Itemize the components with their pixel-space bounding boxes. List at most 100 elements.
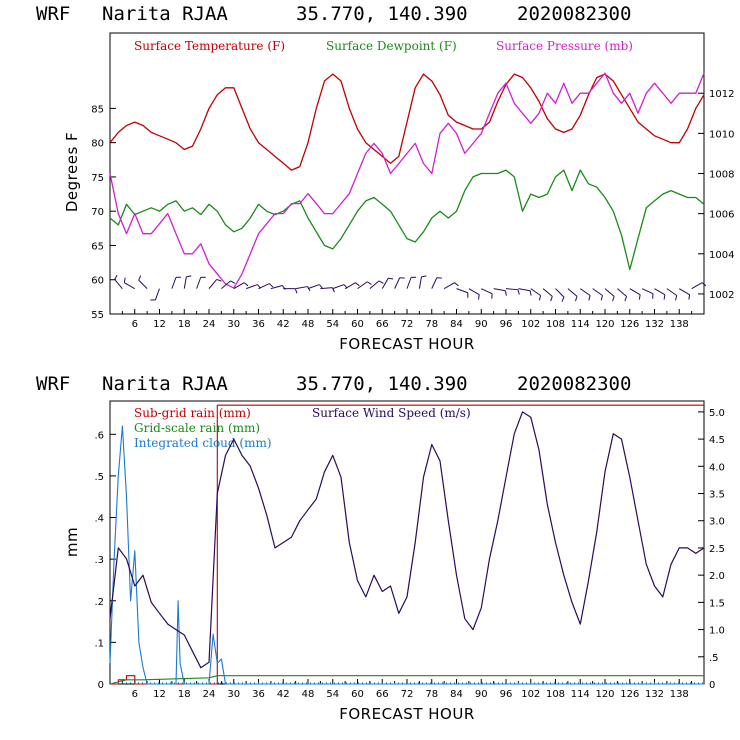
surface-dewpoint-line xyxy=(109,169,705,271)
wind-barb xyxy=(394,277,405,289)
wind-barb xyxy=(171,276,181,289)
bottom-x-tick-label: 42 xyxy=(277,689,290,700)
bottom-x-tick-label: 72 xyxy=(401,689,414,700)
bottom-header-station: Narita RJAA xyxy=(102,373,228,395)
bottom-y2-tick-label: 4.5 xyxy=(709,435,725,446)
wind-barb xyxy=(258,283,274,290)
bottom-x-tick-label: 18 xyxy=(178,689,191,700)
top-x-tick-label: 114 xyxy=(571,319,590,330)
bottom-x-tick-label: 48 xyxy=(302,689,315,700)
wind-barb xyxy=(530,288,542,301)
bottom-x-tick-label: 84 xyxy=(450,689,463,700)
top-x-axis-label: FORECAST HOUR xyxy=(339,335,475,353)
top-x-tick-label: 36 xyxy=(252,319,265,330)
wind-barb xyxy=(369,280,384,290)
wind-barb xyxy=(332,284,348,290)
wind-barb xyxy=(443,282,459,290)
bottom-y-ticks: 0 .1 .2 .3 .4 .5 .6 xyxy=(94,430,116,691)
top-y-axis-label: Degrees F xyxy=(63,132,81,212)
bottom-header-coords: 35.770, 140.390 xyxy=(296,373,468,395)
bottom-y-tick-label: .1 xyxy=(94,638,104,649)
wind-barb xyxy=(270,285,286,290)
top-x-tick-label: 72 xyxy=(401,319,414,330)
wind-barb xyxy=(579,288,591,301)
top-y2-tick-label: 1010 xyxy=(709,129,734,140)
bottom-y2-tick-label: 3.5 xyxy=(709,490,725,501)
bottom-series-group xyxy=(109,404,705,685)
wind-barb xyxy=(208,278,222,289)
top-x-tick-label: 108 xyxy=(546,319,565,330)
grid-scale-rain-line xyxy=(109,675,704,685)
bottom-x-tick-label: 54 xyxy=(326,689,339,700)
bottom-x-tick-label: 66 xyxy=(376,689,389,700)
wind-barb xyxy=(592,288,603,301)
wind-barb xyxy=(493,288,507,296)
bottom-y2-tick-label: 2.0 xyxy=(709,571,725,582)
top-x-tick-label: 90 xyxy=(475,319,488,330)
legend-surface-dewpoint: Surface Dewpoint (F) xyxy=(326,39,457,53)
bottom-y2-tick-label: .5 xyxy=(709,653,719,664)
bottom-x-tick-label: 60 xyxy=(351,689,364,700)
wind-barb xyxy=(604,288,615,302)
bottom-x-tick-label: 132 xyxy=(645,689,664,700)
top-y2-tick-label: 1008 xyxy=(709,170,734,181)
wind-barb xyxy=(418,275,427,289)
top-x-tick-label: 24 xyxy=(203,319,216,330)
top-x-tick-label: 126 xyxy=(620,319,639,330)
legend-surface-temperature: Surface Temperature (F) xyxy=(134,39,285,53)
top-x-tick-label: 138 xyxy=(670,319,689,330)
wind-barb xyxy=(245,284,262,290)
bottom-y2-ticks: 0 .5 1.0 1.5 2.0 2.5 3.0 3.5 4.0 4.5 5.0 xyxy=(698,408,725,691)
wind-barb xyxy=(629,288,641,300)
bottom-x-tick-label: 90 xyxy=(475,689,488,700)
wind-barb xyxy=(183,275,192,289)
wind-barb xyxy=(381,277,394,289)
wind-barb xyxy=(196,276,206,289)
top-y-tick-label: 85 xyxy=(91,104,104,115)
top-x-tick-label: 54 xyxy=(326,319,339,330)
bottom-x-tick-label: 30 xyxy=(227,689,240,700)
wind-barb xyxy=(320,287,335,293)
top-y-tick-label: 80 xyxy=(91,139,104,150)
wind-barb xyxy=(679,288,691,300)
bottom-x-axis-label: FORECAST HOUR xyxy=(339,705,475,723)
top-y2-tick-label: 1004 xyxy=(709,250,734,261)
bottom-y-tick-label: 0 xyxy=(98,680,104,691)
bottom-x-tick-label: 102 xyxy=(521,689,540,700)
top-x-tick-label: 48 xyxy=(302,319,315,330)
top-header-init: 2020082300 xyxy=(517,3,631,25)
legend-surface-pressure: Surface Pressure (mb) xyxy=(496,39,633,53)
surface-pressure-line xyxy=(109,72,705,289)
wind-barb xyxy=(431,277,442,289)
legend-integrated-cloud: Integrated cloud (mm) xyxy=(134,436,272,450)
legend-surface-wind-speed: Surface Wind Speed (m/s) xyxy=(312,406,471,420)
wind-barb xyxy=(666,288,678,301)
top-x-ticks: 6 12 18 24 30 36 42 48 54 60 66 72 78 84 90 96 102 108 114… xyxy=(121,309,693,330)
bottom-x-tick-label: 114 xyxy=(571,689,590,700)
bottom-y2-tick-label: 2.5 xyxy=(709,544,725,555)
wind-barb xyxy=(283,288,298,294)
wind-barb xyxy=(617,288,628,302)
bottom-x-tick-label: 78 xyxy=(425,689,438,700)
wind-barb xyxy=(468,288,480,300)
wind-barb xyxy=(654,288,666,300)
surface-wind-speed-line xyxy=(109,411,705,669)
top-y-tick-label: 60 xyxy=(91,276,104,287)
bottom-x-tick-label: 126 xyxy=(620,689,639,700)
top-x-tick-label: 42 xyxy=(277,319,290,330)
wind-barb xyxy=(357,281,372,290)
top-x-tick-label: 18 xyxy=(178,319,191,330)
wind-barb xyxy=(307,284,323,290)
top-header-model: WRF xyxy=(36,3,70,25)
wind-barb xyxy=(295,286,311,292)
top-x-tick-label: 6 xyxy=(132,319,138,330)
wind-barb xyxy=(406,276,417,289)
bottom-x-tick-label: 12 xyxy=(153,689,166,700)
wind-barb xyxy=(114,274,123,289)
top-y-tick-label: 65 xyxy=(91,241,104,252)
bottom-y2-tick-label: 3.0 xyxy=(709,517,725,528)
top-x-tick-label: 96 xyxy=(500,319,513,330)
top-header-coords: 35.770, 140.390 xyxy=(296,3,468,25)
bottom-x-tick-label: 120 xyxy=(595,689,614,700)
